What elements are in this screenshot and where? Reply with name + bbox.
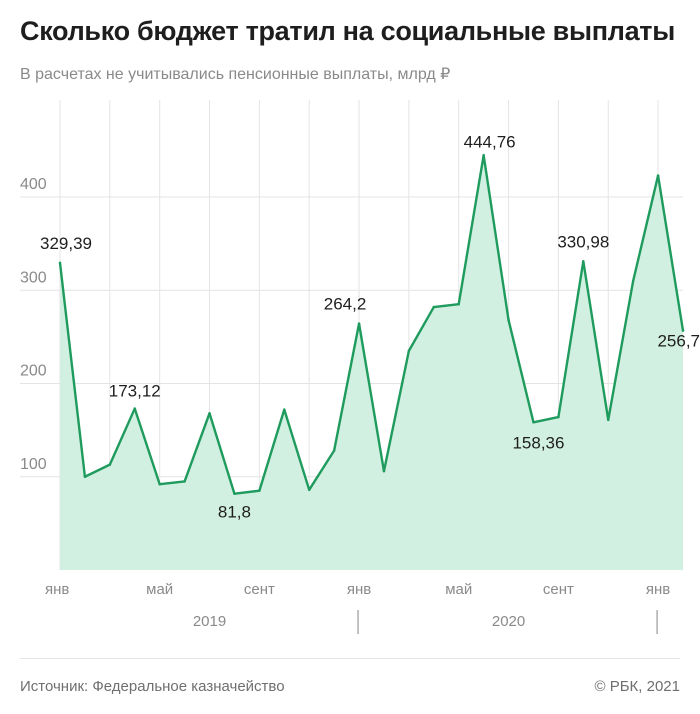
data-point <box>681 329 685 332</box>
x-tick-label: сент <box>244 581 275 598</box>
y-tick-label: 200 <box>20 363 47 380</box>
series-line-segment <box>582 260 610 422</box>
y-tick-label: 400 <box>20 176 47 193</box>
footer-divider <box>20 658 680 659</box>
x-tick-label: янв <box>45 581 69 598</box>
year-label: 2020 <box>492 613 525 630</box>
series-line-segment <box>108 407 136 466</box>
data-point <box>532 421 535 424</box>
series-line-segment <box>557 260 585 419</box>
series-line-segment <box>457 154 485 306</box>
chart-title: Сколько бюджет тратил на социальные выпл… <box>20 16 675 46</box>
data-label: 330,98 <box>557 232 609 251</box>
series-line-segment <box>58 261 87 478</box>
data-point <box>83 475 87 478</box>
series-line-segment <box>631 174 660 283</box>
source-note: Источник: Федеральное казначейство <box>20 678 285 695</box>
series-line-segment <box>283 408 311 492</box>
year-label: 2019 <box>193 613 226 630</box>
series-line-segment <box>532 415 560 424</box>
data-label: 158,36 <box>512 433 564 452</box>
series-line-segment <box>158 480 186 486</box>
series-line-segment <box>258 408 286 492</box>
series-line-segment <box>83 463 112 478</box>
series-line-segment <box>233 489 261 495</box>
series-line-segment <box>183 412 211 483</box>
series-line-segment <box>656 174 685 332</box>
chart-subtitle: В расчетах не учитывались пенсионные вып… <box>20 66 451 83</box>
data-point <box>108 463 112 466</box>
series-line-segment <box>332 322 361 452</box>
data-point <box>432 305 435 309</box>
data-point <box>133 407 136 410</box>
data-label: 256,7 <box>657 332 700 351</box>
data-point <box>332 449 336 452</box>
y-tick-label: 300 <box>20 269 47 286</box>
data-label: 264,2 <box>324 295 367 314</box>
data-point <box>631 279 635 283</box>
data-point <box>158 483 161 486</box>
data-point <box>208 412 211 415</box>
data-label: 329,39 <box>40 234 92 253</box>
data-point <box>482 154 485 157</box>
series-line-segment <box>607 279 635 422</box>
series-line-segment <box>432 303 460 309</box>
x-tick-label: май <box>445 581 472 598</box>
data-point <box>557 415 560 419</box>
data-point <box>656 174 660 177</box>
data-point <box>308 488 311 492</box>
y-tick-label: 100 <box>20 456 47 473</box>
series-line-segment <box>133 407 161 486</box>
data-point <box>58 261 62 265</box>
series-line-segment <box>357 322 386 473</box>
x-tick-label: янв <box>347 581 371 598</box>
x-tick-label: янв <box>646 581 670 598</box>
data-point <box>183 480 186 483</box>
data-label: 444,76 <box>464 132 516 151</box>
data-point <box>382 469 386 473</box>
series-line-segment <box>507 318 535 424</box>
data-point <box>283 408 286 411</box>
data-label: 81,8 <box>218 503 251 522</box>
series-line-segment <box>482 154 510 322</box>
data-point <box>457 303 460 306</box>
data-label: 173,12 <box>109 382 161 401</box>
x-tick-label: сент <box>543 581 574 598</box>
series-line-segment <box>208 412 236 495</box>
line-area-chart: 100 200 300 400 янв май сент янв май сент янв 2019 2… <box>20 100 700 634</box>
series-line-segment <box>308 449 336 492</box>
x-tick-label: май <box>146 581 173 598</box>
data-point <box>507 318 510 322</box>
data-point <box>407 349 411 353</box>
series-line-segment <box>407 305 435 353</box>
data-point <box>357 322 361 325</box>
series-area <box>60 155 683 571</box>
data-point <box>607 418 610 422</box>
copyright-note: © РБК, 2021 <box>594 678 680 695</box>
data-point <box>582 260 585 263</box>
data-point <box>258 489 261 492</box>
series-line-segment <box>382 349 411 473</box>
data-point <box>233 492 236 495</box>
